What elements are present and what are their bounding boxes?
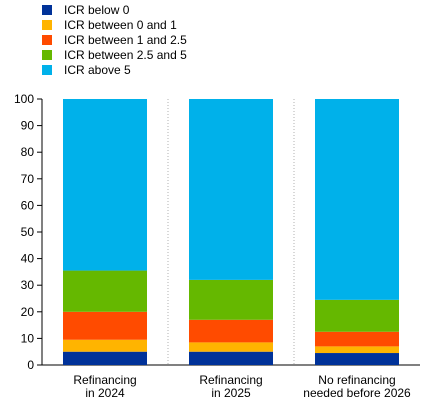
legend-swatch — [42, 34, 52, 45]
legend-swatch — [42, 49, 52, 60]
y-tick-label: 60 — [21, 198, 35, 212]
legend-swatch — [42, 4, 52, 15]
legend-label: ICR between 1 and 2.5 — [64, 32, 187, 47]
legend-label: ICR above 5 — [64, 62, 131, 77]
x-category-label: needed before 2026 — [303, 386, 411, 400]
bar-segment — [189, 279, 273, 320]
legend-label: ICR between 2.5 and 5 — [64, 47, 187, 62]
y-tick-label: 0 — [27, 358, 34, 372]
bar-segment — [315, 346, 399, 354]
legend-item: ICR between 2.5 and 5 — [42, 47, 187, 62]
legend-swatch — [42, 19, 52, 30]
x-category-label: Refinancing — [199, 373, 262, 387]
y-tick-label: 10 — [21, 331, 35, 345]
legend-item: ICR above 5 — [42, 62, 187, 77]
y-tick-label: 50 — [21, 225, 35, 239]
bar-segment — [189, 99, 273, 280]
bar-segment — [63, 99, 147, 271]
legend-item: ICR between 1 and 2.5 — [42, 32, 187, 47]
bar-segment — [63, 311, 147, 340]
bar-segment — [315, 99, 399, 300]
legend-label: ICR between 0 and 1 — [64, 17, 177, 32]
x-category-label: in 2024 — [85, 386, 125, 400]
x-category-label: No refinancing — [318, 373, 395, 387]
bar-segment — [63, 351, 147, 365]
y-tick-label: 20 — [21, 305, 35, 319]
y-tick-label: 100 — [14, 92, 34, 106]
bar-segment — [63, 270, 147, 312]
legend-item: ICR below 0 — [42, 2, 187, 17]
y-tick-label: 70 — [21, 172, 35, 186]
bar-segment — [315, 353, 399, 365]
y-tick-label: 30 — [21, 278, 35, 292]
bar-segment — [189, 319, 273, 343]
legend-swatch — [42, 64, 52, 75]
x-category-label: in 2025 — [211, 386, 251, 400]
legend-label: ICR below 0 — [64, 2, 130, 17]
legend: ICR below 0 ICR between 0 and 1 ICR betwee… — [42, 2, 187, 77]
x-category-label: Refinancing — [73, 373, 136, 387]
y-tick-label: 90 — [21, 119, 35, 133]
bar-segment — [189, 351, 273, 365]
legend-item: ICR between 0 and 1 — [42, 17, 187, 32]
bar-segment — [315, 299, 399, 332]
bar-segment — [63, 339, 147, 352]
bar-segment — [189, 342, 273, 352]
bar-segment — [315, 331, 399, 347]
y-tick-label: 40 — [21, 252, 35, 266]
y-tick-label: 80 — [21, 145, 35, 159]
